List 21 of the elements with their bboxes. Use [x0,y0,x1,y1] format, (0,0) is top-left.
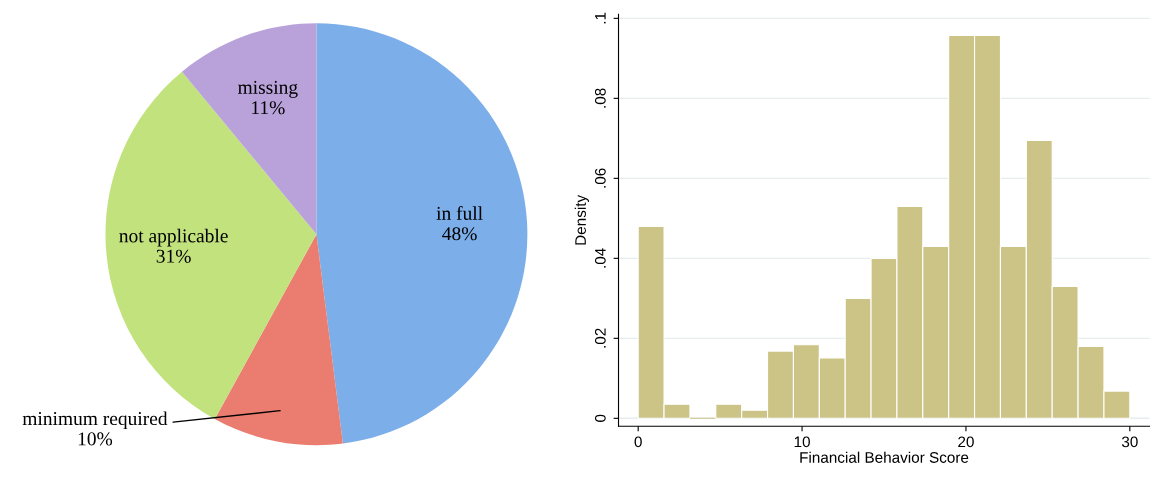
y-axis-title: Density [574,194,589,245]
slice-label: not applicable [119,228,228,247]
x-tick-label: 0 [634,436,642,448]
x-axis-title: Financial Behavior Score [800,451,969,463]
data-label: 11% [252,101,285,115]
pie-slice [316,23,528,444]
y-tick-label: .02 [594,328,606,348]
data-label: 48% [442,227,477,241]
data-label: 31% [156,249,191,263]
slice-label: missing [238,80,298,98]
slice-label: in full [436,206,483,220]
y-tick-label: .1 [595,12,606,24]
y-tick-label: .04 [594,248,606,268]
y-tick-label: .06 [594,168,606,188]
x-tick-label: 30 [1121,436,1138,448]
slice-label: minimum required [22,411,168,430]
x-tick-label: 10 [794,436,810,448]
data-label: 10% [78,432,113,446]
x-tick-label: 20 [958,436,974,448]
y-tick-label: 0 [594,414,606,422]
y-tick-label: .08 [594,88,606,108]
